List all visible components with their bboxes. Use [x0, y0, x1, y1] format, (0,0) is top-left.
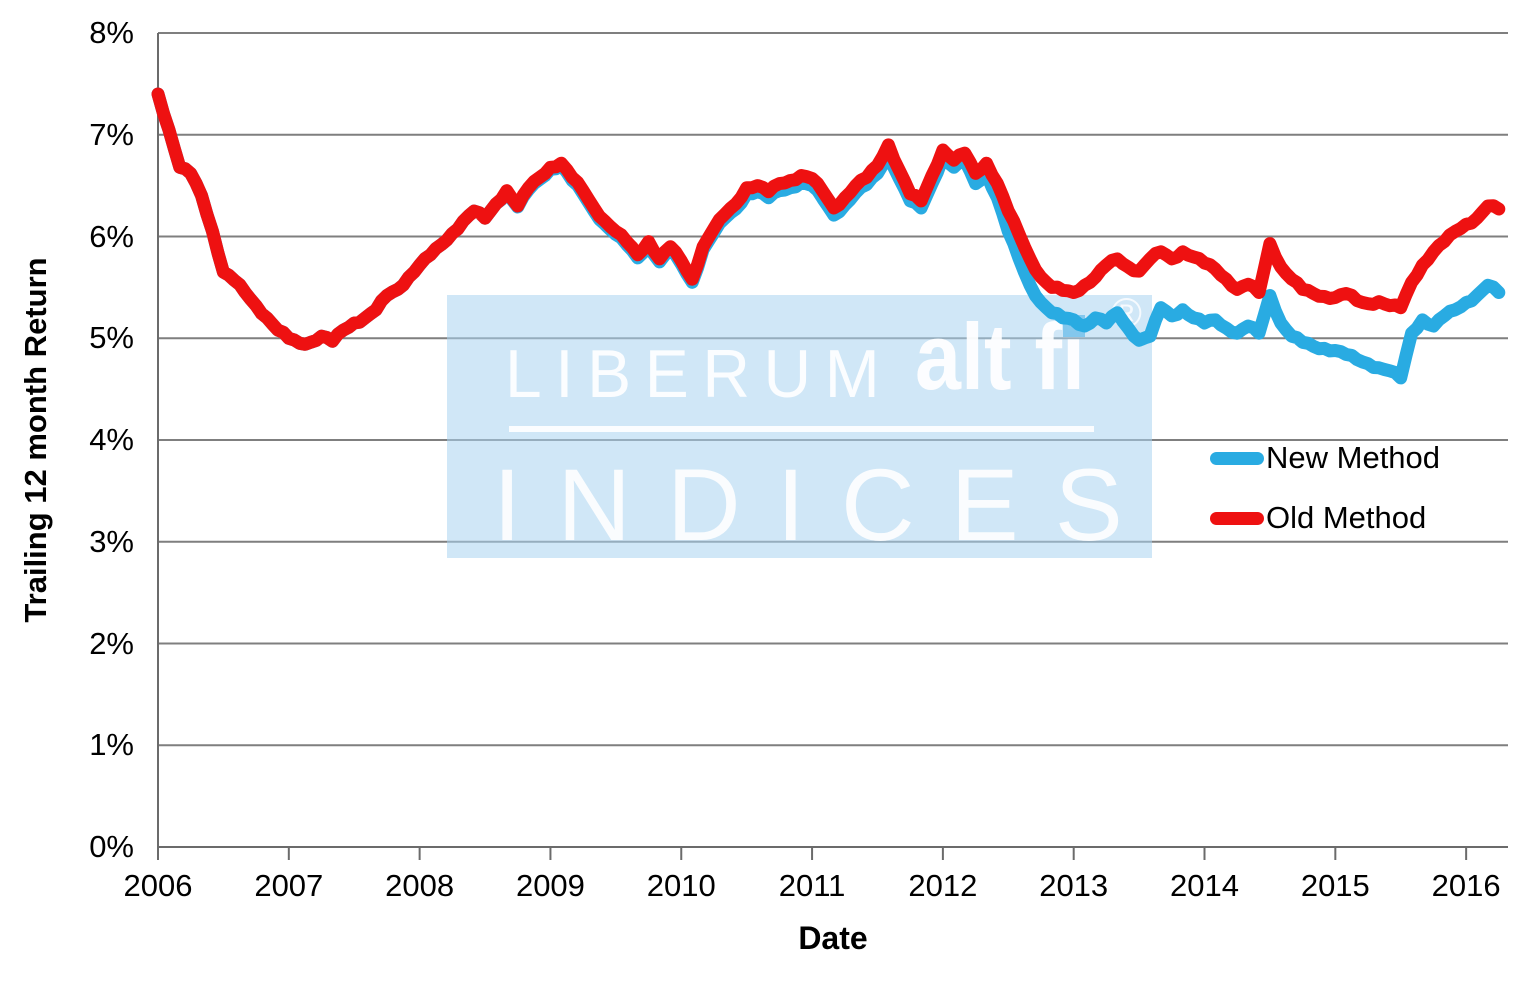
- y-tick-label: 3%: [89, 523, 134, 559]
- x-tick-label: 2009: [515, 868, 585, 903]
- y-tick-label: 7%: [89, 116, 134, 152]
- watermark-indices-text: INDICES: [493, 448, 1159, 562]
- y-tick-label: 6%: [89, 218, 134, 254]
- x-axis-title: Date: [798, 920, 868, 956]
- x-tick-label: 2013: [1039, 868, 1109, 903]
- watermark-divider-line: [509, 426, 1094, 432]
- x-tick-label: 2015: [1300, 868, 1370, 903]
- watermark-liberum-text: LIBERUM: [505, 336, 894, 412]
- new-method-line-swatch: [1210, 451, 1264, 465]
- old-method-line-swatch: [1210, 511, 1264, 525]
- liberum-altfi-watermark: LIBERUM alt fi ® INDICES: [447, 289, 1152, 562]
- y-tick-label: 4%: [89, 422, 134, 457]
- y-tick-label: 0%: [89, 829, 134, 864]
- legend-label-new-method: New Method: [1266, 440, 1441, 475]
- legend-item-new-method: New Method: [1210, 428, 1440, 488]
- legend-item-old-method: Old Method: [1210, 488, 1440, 548]
- legend-label-old-method: Old Method: [1266, 500, 1427, 535]
- x-tick-label: 2008: [385, 868, 455, 903]
- y-tick-label: 5%: [89, 320, 134, 356]
- y-tick-label: 8%: [89, 15, 134, 50]
- x-tick-label: 2012: [908, 868, 978, 903]
- x-tick-label: 2006: [123, 868, 193, 903]
- y-tick-label: 1%: [89, 727, 134, 763]
- x-tick-label: 2011: [778, 868, 846, 903]
- x-tick-label: 2007: [254, 868, 324, 903]
- x-tick-label: 2010: [646, 868, 716, 903]
- x-tick-label: 2014: [1170, 868, 1239, 903]
- legend: New Method Old Method: [1210, 428, 1440, 548]
- y-tick-label: 2%: [89, 625, 134, 661]
- watermark-altfi-text: alt fi: [915, 304, 1086, 409]
- x-tick-label: 2016: [1431, 868, 1501, 903]
